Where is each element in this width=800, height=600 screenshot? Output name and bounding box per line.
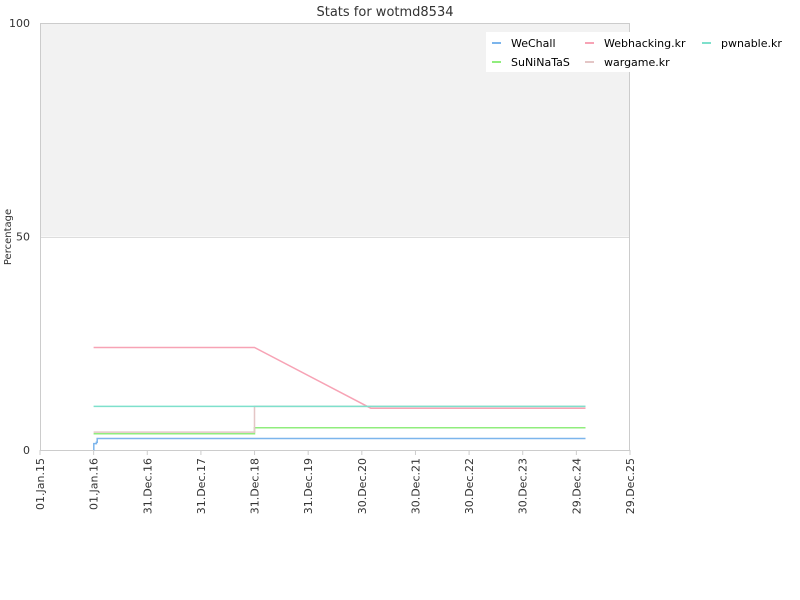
series-line-wechall (93, 437, 586, 451)
x-tick-label: 31.Dec.17 (195, 458, 208, 514)
x-tick-label: 31.Dec.18 (249, 458, 262, 514)
x-tick-label: 30.Dec.22 (463, 458, 476, 514)
legend-item-suninatas[interactable]: SuNiNaTaS (511, 56, 570, 69)
y-axis-label: Percentage (3, 209, 14, 265)
legend-item-wechall[interactable]: WeChall (511, 37, 556, 50)
legend-box (486, 32, 631, 72)
legend-item-wargame-kr[interactable]: wargame.kr (604, 56, 670, 69)
series-line-webhacking-kr (93, 346, 586, 409)
series-layer (93, 346, 586, 451)
series-line-suninatas (93, 427, 586, 435)
plot-frame (40, 23, 630, 451)
x-tick-label: 29.Dec.25 (624, 458, 637, 514)
y-tick-labels: 0 50 100 (9, 17, 30, 457)
x-tick-label: 30.Dec.20 (356, 458, 369, 514)
x-tick-label: 29.Dec.24 (570, 458, 583, 514)
x-tick-label: 30.Dec.23 (517, 458, 530, 514)
legend-item-webhacking-kr[interactable]: Webhacking.kr (604, 37, 686, 50)
y-tick-label: 50 (16, 231, 30, 244)
y-tick-label: 0 (23, 444, 30, 457)
x-tick-label: 30.Dec.21 (409, 458, 422, 514)
legend: WeChall Webhacking.kr pwnable.kr SuNiNaTaS w… (486, 32, 782, 72)
x-tick-label: 01.Jan.16 (88, 458, 101, 510)
x-tick-label: 01.Jan.15 (34, 458, 47, 510)
legend-item-pwnable-kr[interactable]: pwnable.kr (721, 37, 782, 50)
y-tick-label: 100 (9, 17, 30, 30)
chart-title: Stats for wotmd8534 (316, 5, 453, 20)
x-tick-label: 31.Dec.19 (302, 458, 315, 514)
x-tick-label: 31.Dec.16 (141, 458, 154, 514)
x-tick-labels: 01.Jan.15 01.Jan.16 31.Dec.16 31.Dec.17 31.D… (34, 450, 637, 514)
